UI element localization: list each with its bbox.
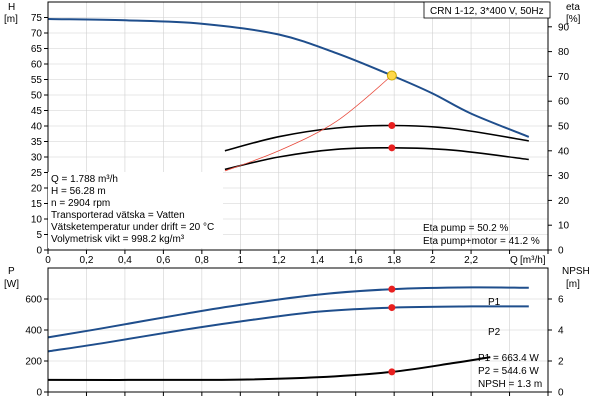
series-line xyxy=(224,124,529,152)
y-tick-label: 35 xyxy=(31,137,43,148)
h-axis-unit: [m] xyxy=(4,14,18,25)
x-tick-label: 2 xyxy=(430,255,436,266)
y-tick-label: 0 xyxy=(36,246,42,257)
series-line xyxy=(47,305,529,353)
x-tick-label: 0,8 xyxy=(195,255,209,266)
text-layer: CRN 1-12, 3*400 V, 50Hz H [m] eta [%] Q … xyxy=(4,1,590,399)
info-line: Vätsketemperatur under drift = 20 °C xyxy=(51,222,214,233)
series-line xyxy=(224,146,529,171)
series-line xyxy=(47,18,530,138)
y-tick-label: 10 xyxy=(31,215,43,226)
npsh-axis-label: NPSH xyxy=(562,266,590,277)
plot-frame xyxy=(47,1,549,251)
y-tick-label: 15 xyxy=(31,199,43,210)
curve-layer xyxy=(47,18,530,381)
duty-point-marker xyxy=(386,70,397,81)
x-tick-label: 1 xyxy=(238,255,244,266)
info-line: Q = 1.788 m³/h xyxy=(51,174,118,185)
series-line xyxy=(47,286,529,339)
y-tick-label: 25 xyxy=(31,168,43,179)
info-box xyxy=(48,172,223,248)
info-line: H = 56.28 m xyxy=(51,186,106,197)
y2-tick-label: 20 xyxy=(558,196,570,207)
y2-tick-label: 70 xyxy=(558,72,570,83)
title-box xyxy=(423,1,551,19)
q-axis-unit: [m³/h] xyxy=(520,255,546,266)
info-line: Transporterad vätska = Vatten xyxy=(51,210,185,221)
y-tick-label: 30 xyxy=(31,153,43,164)
y-tick-label: 50 xyxy=(31,91,43,102)
y2-tick-label: 60 xyxy=(558,97,570,108)
x-tick-label: 0,6 xyxy=(156,255,170,266)
x-tick-label: 1,6 xyxy=(349,255,363,266)
x-tick-label: 0 xyxy=(45,255,51,266)
x-tick-label: 2,2 xyxy=(464,255,478,266)
y-tick-label: 60 xyxy=(31,60,43,71)
y-tick-label: 45 xyxy=(31,106,43,117)
duty-point-marker xyxy=(388,144,396,152)
y2-tick-label: 30 xyxy=(558,171,570,182)
duty-point-marker xyxy=(388,304,396,312)
y-tick-label: 20 xyxy=(31,184,43,195)
y-tick-label: 75 xyxy=(31,13,43,24)
y-tick-label: 55 xyxy=(31,75,43,86)
x-tick-label: 1,4 xyxy=(310,255,324,266)
y2-tick-label: 40 xyxy=(558,146,570,157)
y2-tick-label: 4 xyxy=(558,326,564,337)
y-tick-label: 5 xyxy=(36,230,42,241)
y-tick-label: 40 xyxy=(31,122,43,133)
npsh-axis-unit: [m] xyxy=(566,279,580,290)
p2-curve-label: P2 xyxy=(488,327,501,338)
p1-curve-label: P1 xyxy=(488,297,501,308)
y-tick-label: 400 xyxy=(25,326,42,337)
p2-value-text: P2 = 544.6 W xyxy=(478,366,539,377)
p-axis-unit: [W] xyxy=(4,279,19,290)
eta-pump-motor-text: Eta pump+motor = 41.2 % xyxy=(423,236,540,247)
duty-point-marker xyxy=(388,122,396,130)
y-tick-label: 200 xyxy=(25,357,42,368)
x-tick-label: 1,2 xyxy=(272,255,286,266)
x-tick-label: 1,8 xyxy=(387,255,401,266)
eta-axis-unit: [%] xyxy=(566,14,581,25)
duty-point-marker xyxy=(388,368,396,376)
p-axis-label: P xyxy=(8,266,15,277)
y-tick-label: 0 xyxy=(36,388,42,399)
y-tick-label: 600 xyxy=(25,295,42,306)
eta-axis-label: eta xyxy=(566,2,580,13)
q-axis-label: Q xyxy=(510,255,518,266)
y2-tick-label: 0 xyxy=(558,246,564,257)
frame-layer xyxy=(44,1,552,396)
y-tick-label: 65 xyxy=(31,44,43,55)
y-tick-label: 70 xyxy=(31,29,43,40)
x-tick-label: 0,4 xyxy=(118,255,132,266)
plot-frame xyxy=(47,267,549,393)
info-line: Volymetrisk vikt = 998.2 kg/m³ xyxy=(51,234,185,245)
h-axis-label: H xyxy=(8,2,15,13)
y2-tick-label: 90 xyxy=(558,22,570,33)
p1-value-text: P1 = 663.4 W xyxy=(478,353,539,364)
series-line xyxy=(224,75,393,172)
y2-tick-label: 6 xyxy=(558,295,564,306)
info-line: n = 2904 rpm xyxy=(51,198,110,209)
y2-tick-label: 50 xyxy=(558,122,570,133)
duty-point-marker xyxy=(388,285,396,293)
x-tick-label: 0,2 xyxy=(80,255,94,266)
y2-tick-label: 2 xyxy=(558,357,564,368)
npsh-value-text: NPSH = 1.3 m xyxy=(478,379,542,390)
y2-tick-label: 0 xyxy=(558,388,564,399)
y2-tick-label: 80 xyxy=(558,47,570,58)
series-line xyxy=(47,356,491,381)
chart-title: CRN 1-12, 3*400 V, 50Hz xyxy=(430,6,544,17)
eta-pump-text: Eta pump = 50.2 % xyxy=(423,223,508,234)
y2-tick-label: 10 xyxy=(558,221,570,232)
